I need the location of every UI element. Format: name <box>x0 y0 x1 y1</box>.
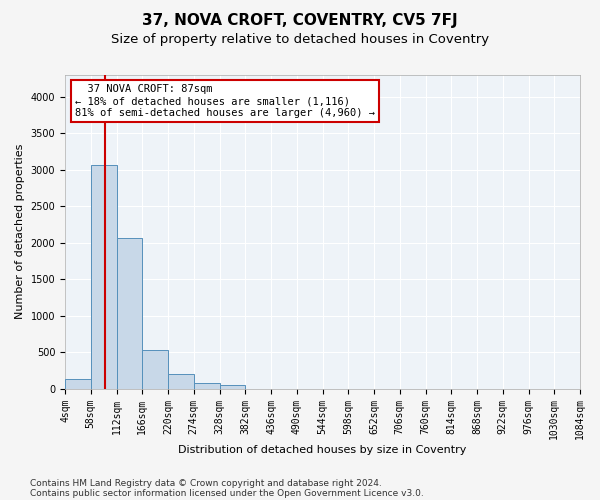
Bar <box>65 379 91 388</box>
Bar <box>116 238 142 388</box>
Text: Contains HM Land Registry data © Crown copyright and database right 2024.: Contains HM Land Registry data © Crown c… <box>30 478 382 488</box>
X-axis label: Distribution of detached houses by size in Coventry: Distribution of detached houses by size … <box>178 445 467 455</box>
Bar <box>194 383 220 388</box>
Text: 37 NOVA CROFT: 87sqm
← 18% of detached houses are smaller (1,116)
81% of semi-de: 37 NOVA CROFT: 87sqm ← 18% of detached h… <box>76 84 376 117</box>
Text: 37, NOVA CROFT, COVENTRY, CV5 7FJ: 37, NOVA CROFT, COVENTRY, CV5 7FJ <box>142 12 458 28</box>
Bar <box>220 384 245 388</box>
Bar <box>142 350 168 389</box>
Text: Contains public sector information licensed under the Open Government Licence v3: Contains public sector information licen… <box>30 488 424 498</box>
Text: Size of property relative to detached houses in Coventry: Size of property relative to detached ho… <box>111 32 489 46</box>
Bar <box>168 374 194 388</box>
Y-axis label: Number of detached properties: Number of detached properties <box>15 144 25 320</box>
Bar <box>91 166 116 388</box>
